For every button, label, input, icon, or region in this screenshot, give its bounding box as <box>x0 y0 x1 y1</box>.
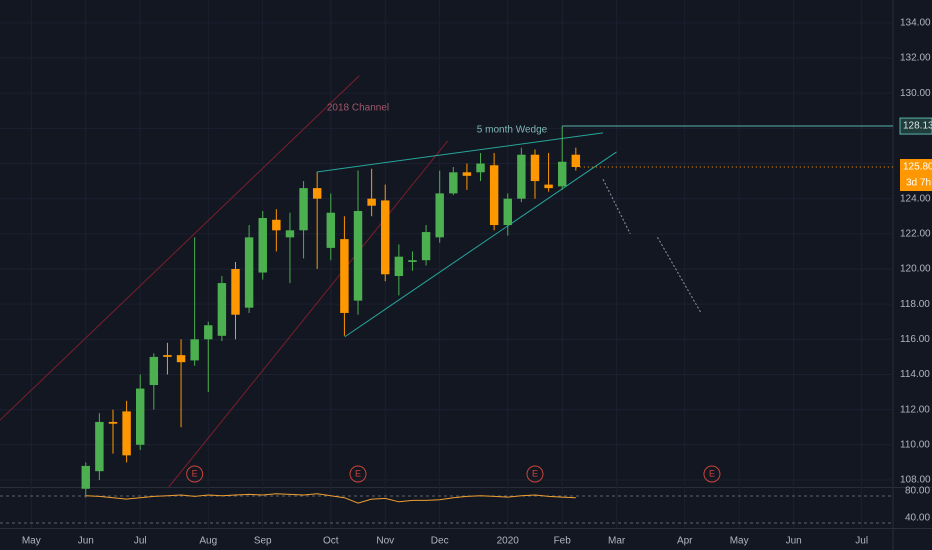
x-tick-label: Jul <box>855 536 868 547</box>
countdown: 3d 7h <box>906 178 931 189</box>
candle-body <box>462 172 472 176</box>
candle-body <box>176 355 186 363</box>
candle-body <box>476 163 485 173</box>
x-tick-label: Sep <box>254 536 272 547</box>
candle-body <box>326 212 336 248</box>
x-tick-label: 2020 <box>497 536 520 547</box>
candle-body <box>135 388 145 445</box>
y-tick-label: 110.00 <box>900 439 930 450</box>
candle-body <box>312 188 322 199</box>
candle-body <box>435 193 444 238</box>
y-tick-label: 134.00 <box>900 17 931 28</box>
y-tick-label: 112.00 <box>900 404 930 415</box>
x-tick-label: Jun <box>786 536 802 547</box>
annotation: 5 month Wedge <box>477 125 548 136</box>
x-tick-label: May <box>730 536 749 547</box>
y-tick-label: 108.00 <box>900 475 931 486</box>
earnings-label: E <box>355 468 361 478</box>
candle-body <box>340 239 349 313</box>
indicator-tick-label: 40.00 <box>905 513 930 524</box>
candle-body <box>394 256 404 277</box>
candle-body <box>381 200 390 275</box>
earnings-label: E <box>709 468 715 478</box>
candle-body <box>272 219 281 231</box>
y-tick-label: 122.00 <box>900 228 931 239</box>
x-tick-label: Oct <box>323 536 339 547</box>
channel-line <box>168 140 449 488</box>
candle-body <box>258 218 267 273</box>
indicator-line <box>85 493 576 504</box>
annotation: 2018 Channel <box>327 103 389 114</box>
x-tick-label: Jun <box>78 536 94 547</box>
x-tick-label: May <box>22 536 41 547</box>
arrow-line <box>657 237 702 314</box>
candle-body <box>557 161 567 187</box>
earnings-label: E <box>532 468 538 478</box>
candle-body <box>122 411 131 456</box>
level-label: 128.13 <box>903 121 932 132</box>
candle-body <box>285 230 295 238</box>
candle-body <box>244 237 254 308</box>
y-tick-label: 132.00 <box>900 53 931 64</box>
candle-body <box>204 325 213 340</box>
x-tick-label: Jul <box>134 536 147 547</box>
candle-body <box>190 339 199 361</box>
candle-body <box>163 355 172 357</box>
channel-line <box>0 75 360 421</box>
x-tick-label: Nov <box>376 536 394 547</box>
candle-body <box>449 172 458 194</box>
candle-body <box>217 283 227 336</box>
y-tick-label: 116.00 <box>900 334 930 345</box>
candle-body <box>299 188 308 231</box>
candle-body <box>421 232 431 261</box>
candle-body <box>517 154 526 199</box>
candle-body <box>108 421 118 424</box>
candle-body <box>571 154 581 168</box>
earnings-marker <box>526 465 544 483</box>
candle-body <box>367 198 376 206</box>
candle-body <box>81 465 90 489</box>
candle-body <box>503 198 512 226</box>
x-tick-label: Dec <box>431 536 449 547</box>
earnings-label: E <box>192 468 198 478</box>
y-tick-label: 118.00 <box>900 299 930 310</box>
x-tick-label: Feb <box>554 536 572 547</box>
candle-body <box>149 356 159 386</box>
y-tick-label: 130.00 <box>900 88 931 99</box>
x-tick-label: Apr <box>677 536 693 547</box>
y-tick-label: 120.00 <box>900 264 931 275</box>
y-tick-label: 114.00 <box>900 369 930 380</box>
last-price-box <box>900 159 932 192</box>
candle-body <box>353 210 363 301</box>
x-tick-label: Mar <box>608 536 626 547</box>
candle-body <box>530 154 540 182</box>
wedge-line <box>316 132 603 173</box>
wedge-line <box>344 151 617 338</box>
earnings-marker <box>186 465 204 483</box>
candle-body <box>544 184 553 189</box>
indicator-tick-label: 80.00 <box>905 486 930 497</box>
candle-body <box>489 165 499 226</box>
candle-body <box>408 260 417 262</box>
level-label-box <box>899 117 932 135</box>
last-price-label: 125.80 <box>903 162 932 173</box>
candle-body <box>95 421 104 472</box>
candle-body <box>231 268 240 315</box>
y-tick-label: 124.00 <box>900 193 931 204</box>
earnings-marker <box>703 465 721 483</box>
earnings-marker <box>349 465 367 483</box>
x-tick-label: Aug <box>199 536 217 547</box>
